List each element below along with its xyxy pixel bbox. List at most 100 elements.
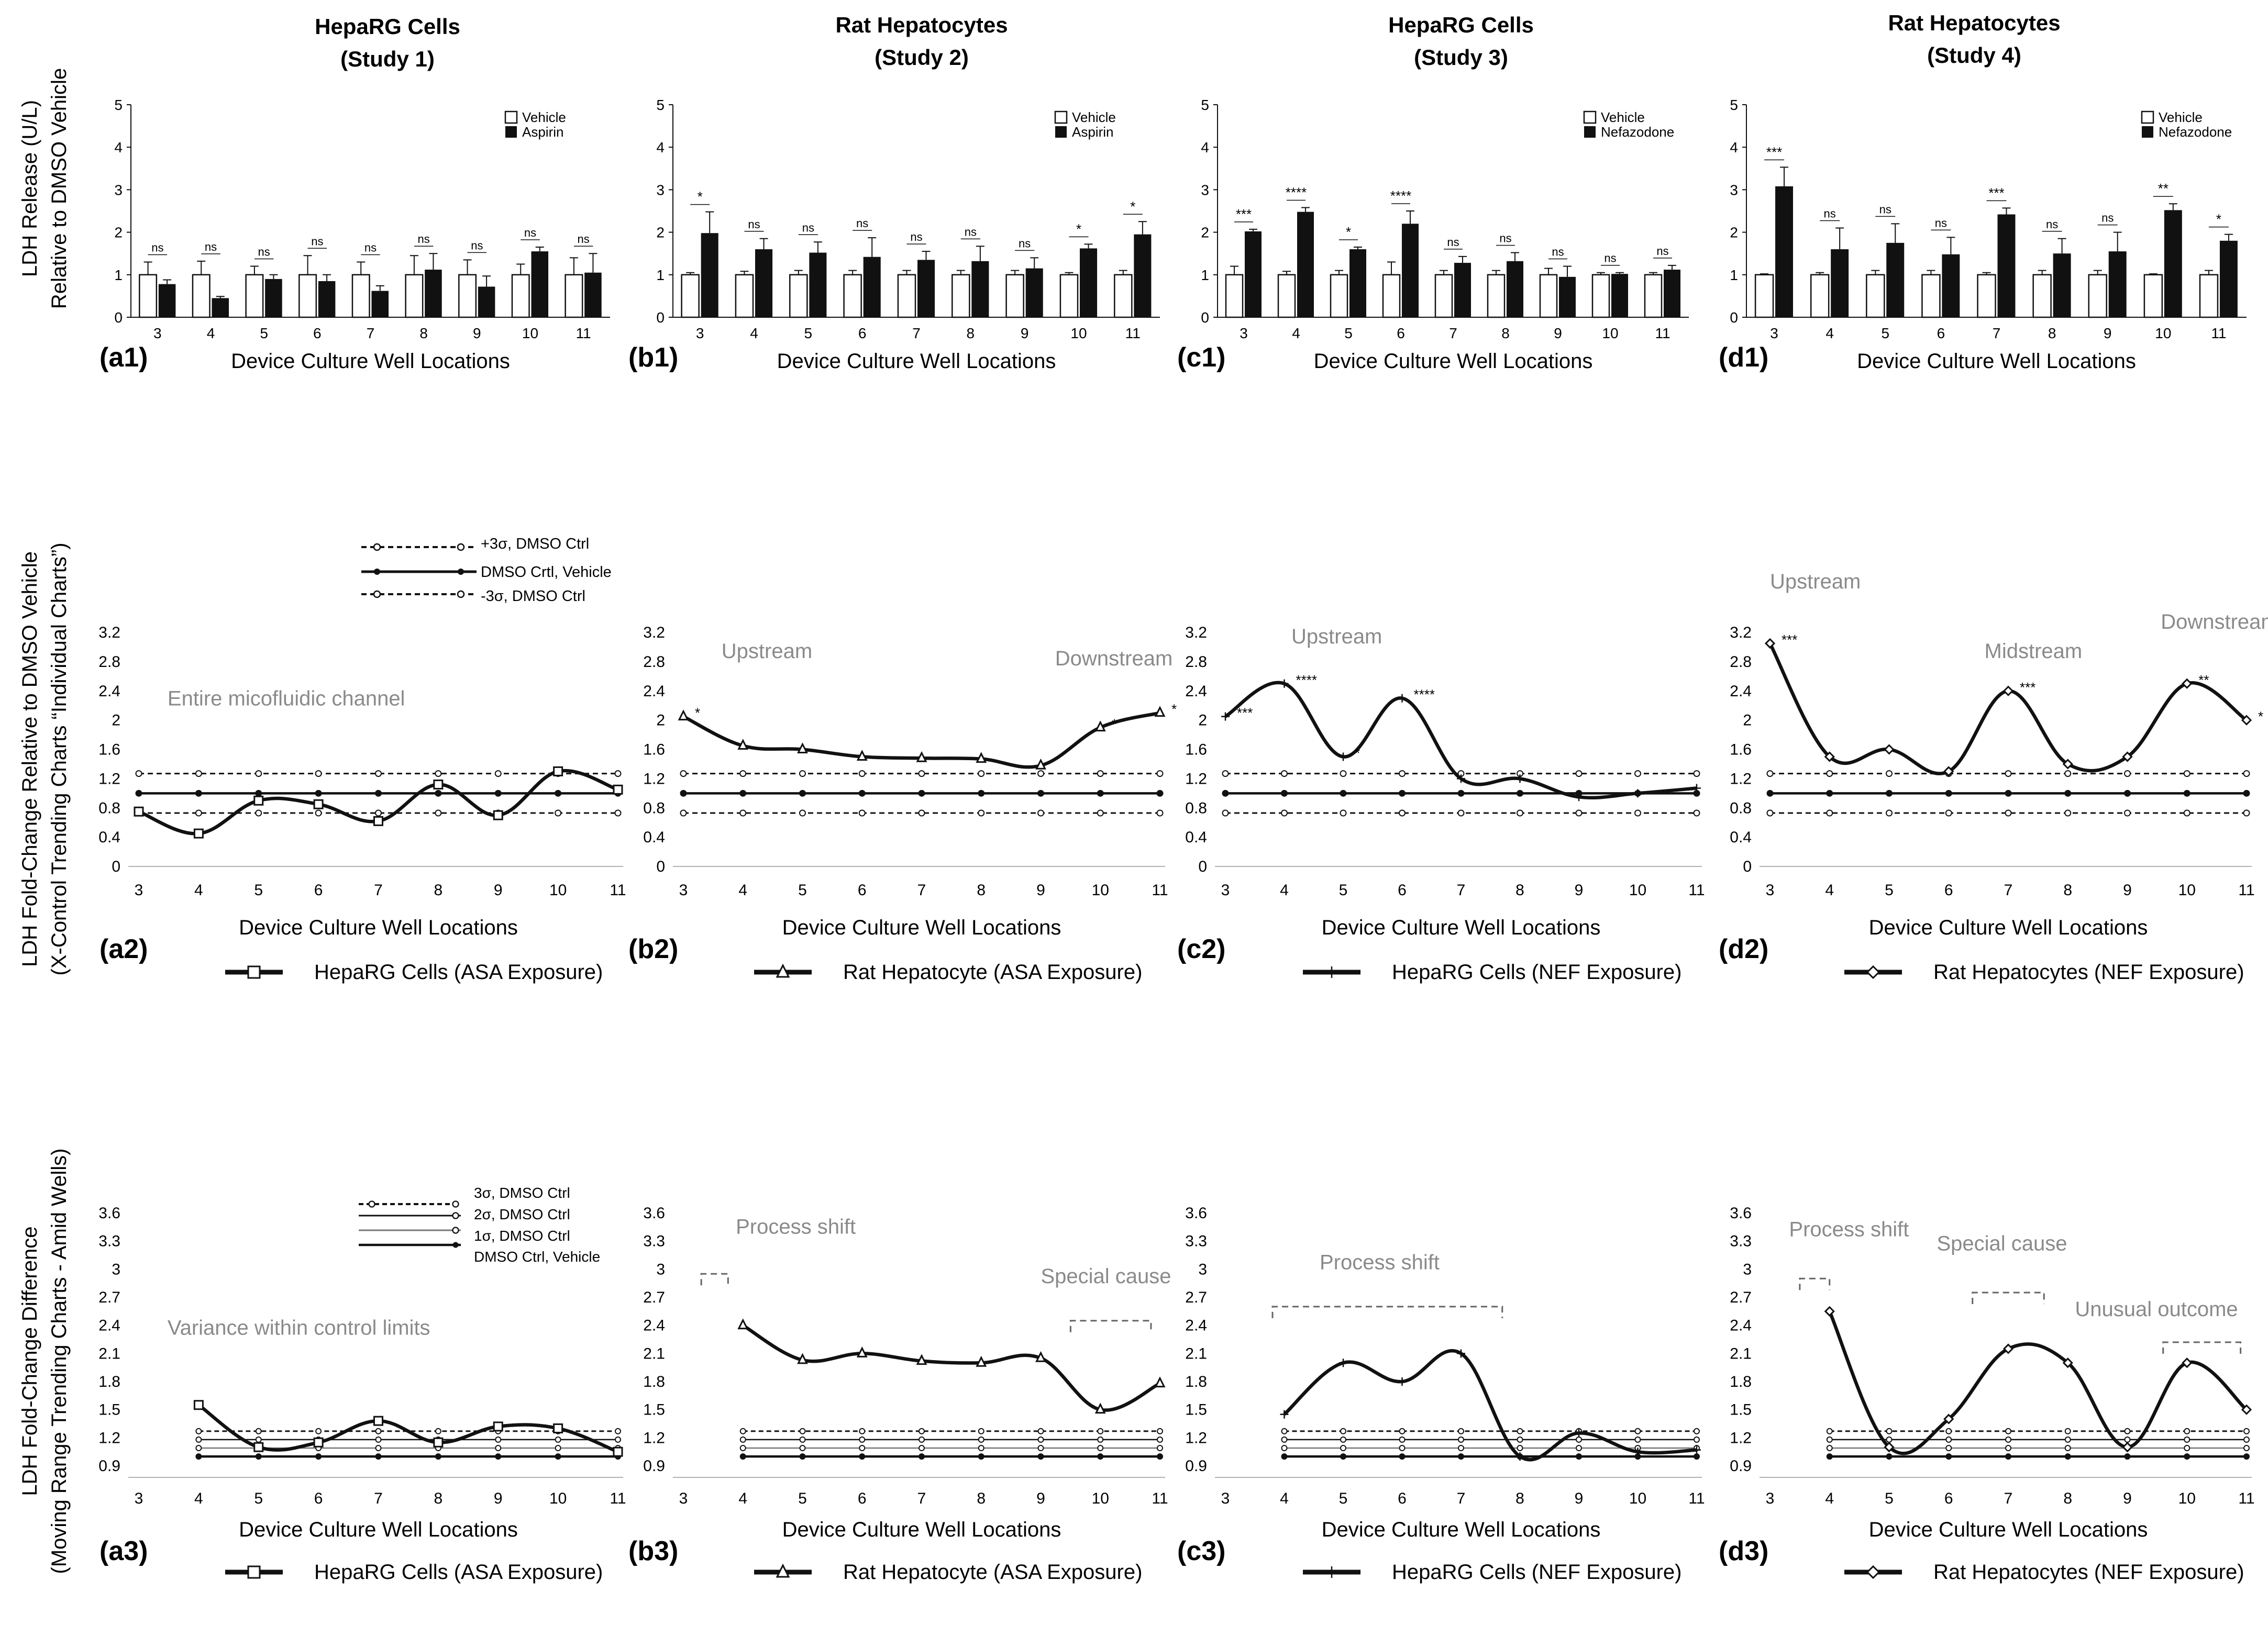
- limit-point: [1766, 789, 1774, 797]
- data-point: [2182, 1357, 2193, 1368]
- bar-vehicle: [1277, 274, 1296, 318]
- annotation-label: Process shift: [736, 1215, 856, 1238]
- data-point: [2241, 1404, 2252, 1415]
- y-tick-label: 1: [1201, 267, 1209, 283]
- data-point: [916, 751, 927, 762]
- limit-point: [375, 789, 382, 797]
- series-line: [1283, 1349, 1697, 1462]
- limit-point: [614, 770, 622, 777]
- data-point: [1884, 1442, 1895, 1453]
- y-tick-label: 2.4: [98, 683, 120, 700]
- x-tick-label: 10: [2178, 1490, 2196, 1507]
- y-tick-label: 0.8: [1730, 799, 1752, 817]
- limit-point: [1945, 1436, 1952, 1443]
- x-tick-label: 9: [1575, 882, 1584, 899]
- bar-treated: [1775, 186, 1794, 317]
- limit-point: [680, 809, 687, 817]
- significance-label: ****: [1390, 188, 1411, 204]
- data-point: [2182, 678, 2193, 689]
- panel-a1: 0 1 2 3 4 5 3 ns 4 ns 5 ns 6 ns 7 ns 8 ns 9 ns 10 ns 11 ns Vehic…: [99, 97, 610, 373]
- x-tick-label: 11: [576, 325, 591, 341]
- x-tick-label: 5: [254, 1490, 263, 1507]
- y-tick-label: 3.3: [1185, 1233, 1207, 1250]
- limit-point: [255, 770, 262, 777]
- bar-vehicle: [458, 274, 477, 318]
- annotation-label: Entire micofluidic channel: [168, 687, 405, 710]
- data-point: [776, 963, 790, 978]
- limit-point: [1097, 809, 1104, 817]
- limit-point: [1097, 1453, 1104, 1460]
- data-point: [1824, 751, 1835, 762]
- limit-point: [2243, 770, 2250, 777]
- x-tick-label: 11: [1125, 325, 1141, 341]
- limit-point: [1157, 1428, 1163, 1434]
- significance-label: ns: [418, 232, 430, 246]
- limit-point: [1157, 1445, 1163, 1452]
- limit-point: [978, 1428, 984, 1434]
- limit-point: [555, 789, 562, 797]
- data-point: [976, 1355, 987, 1367]
- row3-y-axis-title: LDH Fold-Change Difference (Moving Range…: [18, 1149, 71, 1574]
- limit-point: [919, 1428, 925, 1434]
- bar-treated: [2164, 210, 2182, 317]
- bar-vehicle: [1921, 274, 1941, 318]
- panel-label: (d2): [1719, 934, 1768, 964]
- series-legend-label: Rat Hepatocytes (NEF Exposure): [1933, 961, 2244, 984]
- series-line: [197, 1404, 619, 1454]
- significance-label: ***: [1988, 185, 2004, 201]
- limit-point: [2183, 809, 2190, 817]
- x-axis-title: Device Culture Well Locations: [1869, 916, 2148, 939]
- panel-c1: 0 1 2 3 4 5 3 *** 4 **** 5 * 6 **** 7 ns 8 ns 9 ns 10 ns 11 ns V…: [1177, 97, 1689, 373]
- limit-point: [2183, 770, 2190, 777]
- x-tick-label: 5: [798, 1490, 807, 1507]
- limit-point: [195, 1436, 202, 1443]
- significance-label: **: [2198, 672, 2209, 688]
- y-tick-label: 0.8: [643, 799, 665, 817]
- y-tick-label: 1.8: [643, 1373, 665, 1390]
- y-tick-label: 2.8: [98, 653, 120, 671]
- limit-point: [1694, 1436, 1700, 1443]
- legend-label-vehicle: Vehicle: [522, 109, 566, 125]
- y-tick-label: 2.7: [98, 1289, 120, 1306]
- bar-vehicle: [511, 274, 530, 318]
- bar-vehicle: [2199, 274, 2219, 318]
- limit-point: [978, 1453, 984, 1460]
- bar-vehicle: [2143, 274, 2163, 318]
- x-tick-label: 7: [917, 882, 926, 899]
- data-point: [1280, 679, 1289, 688]
- data-point: [1575, 1429, 1583, 1438]
- data-point: [613, 784, 623, 795]
- limit-point: [1826, 1436, 1833, 1443]
- significance-label: ns: [311, 235, 323, 248]
- limit-point: [1766, 770, 1774, 777]
- y-tick-label: 0: [1201, 309, 1209, 326]
- panel-label: (a1): [99, 342, 148, 373]
- x-tick-label: 10: [1602, 325, 1618, 341]
- limit-point: [375, 1428, 382, 1434]
- x-tick-label: 11: [610, 1490, 626, 1507]
- limit-point: [195, 809, 202, 817]
- y-tick-label: 1.2: [1185, 770, 1207, 787]
- limit-point: [1886, 789, 1893, 797]
- limit-point: [375, 1445, 382, 1452]
- y-tick-label: 2: [1743, 712, 1752, 729]
- data-point: [1280, 1410, 1289, 1419]
- limit-point: [1281, 789, 1288, 797]
- y-tick-label: 1.8: [1185, 1373, 1207, 1390]
- limit-point: [680, 770, 687, 777]
- title-study1-line2: (Study 1): [340, 47, 435, 71]
- data-point: [678, 709, 689, 721]
- panel-label: (b1): [628, 342, 678, 373]
- limit-point: [919, 1436, 925, 1443]
- limit-point: [1945, 1428, 1952, 1434]
- limit-point: [1458, 1428, 1464, 1434]
- x-tick-label: 3: [1770, 325, 1778, 341]
- legend-swatch-vehicle: [1054, 110, 1068, 124]
- limit-point: [680, 789, 687, 797]
- x-tick-label: 9: [494, 1490, 503, 1507]
- row2-ylabel-line2: (X-Control Trending Charts “Individual C…: [48, 543, 71, 976]
- y-tick-label: 3.6: [1185, 1205, 1207, 1222]
- x-tick-label: 9: [473, 325, 481, 341]
- limit-point: [2184, 1436, 2190, 1443]
- y-tick-label: 1.5: [1185, 1401, 1207, 1419]
